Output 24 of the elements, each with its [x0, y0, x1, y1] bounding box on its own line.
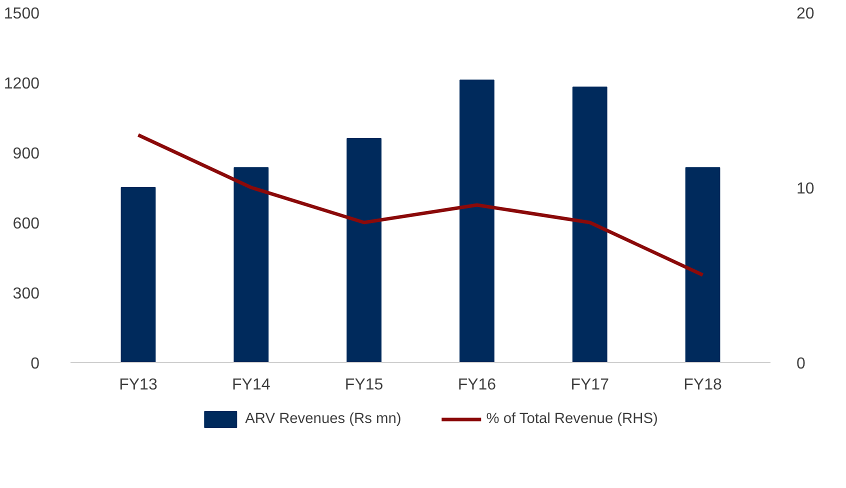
- y-tick-label: 600: [12, 216, 40, 232]
- y-tick-label: 1200: [4, 76, 40, 92]
- y-tick-label: 1500: [4, 6, 40, 22]
- x-tick-label: FY14: [232, 376, 270, 394]
- bar: [572, 86, 608, 362]
- x-tick-label: FY16: [458, 376, 496, 394]
- x-tick-label: FY18: [684, 376, 722, 394]
- y2-tick-label: 20: [796, 6, 814, 22]
- line-series: [136, 133, 705, 277]
- x-tick-label: FY13: [119, 376, 158, 394]
- y-tick-label: 300: [12, 286, 40, 302]
- bar: [460, 80, 494, 362]
- bar: [685, 167, 720, 362]
- y2-tick-label: 10: [796, 180, 814, 198]
- x-tick-label: FY15: [344, 376, 384, 394]
- bar: [234, 167, 269, 362]
- bar: [120, 187, 156, 362]
- y-tick-label: 0: [30, 356, 40, 372]
- y-tick-label: 900: [12, 146, 40, 162]
- x-tick-label: FY17: [570, 376, 610, 394]
- bar: [346, 138, 382, 362]
- legend-label: ARV Revenues (Rs mn): [245, 410, 402, 426]
- y2-tick-label: 0: [796, 356, 806, 372]
- legend-label: % of Total Revenue (RHS): [486, 410, 658, 426]
